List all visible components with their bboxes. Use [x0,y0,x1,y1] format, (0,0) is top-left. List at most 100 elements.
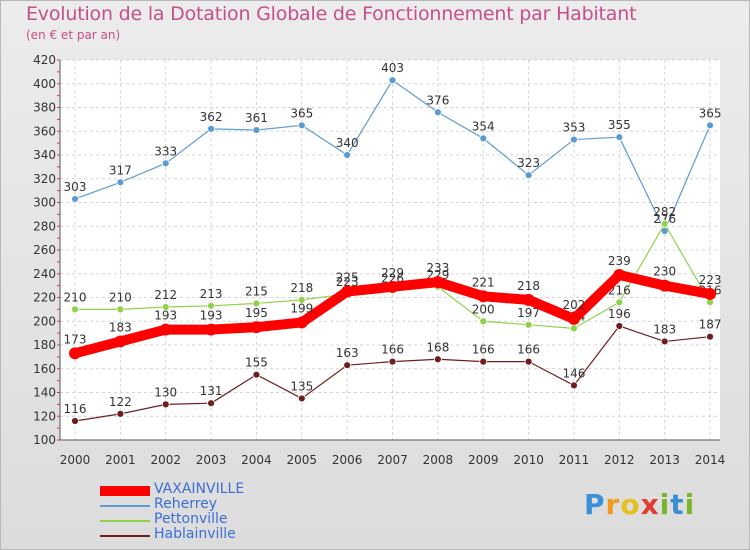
data-label: 361 [245,111,268,125]
data-label: 215 [245,284,268,298]
data-point [159,323,172,336]
logo-letter: x [640,488,660,521]
data-point [522,293,535,306]
logo-letter: i [659,488,671,521]
data-label: 376 [426,93,449,107]
data-point [660,337,669,346]
data-label: 163 [336,346,359,360]
data-label: 221 [472,275,495,289]
logo-letter: r [605,488,621,521]
data-label: 212 [154,288,177,302]
data-label: 168 [426,340,449,354]
y-tick-label: 420 [33,53,56,67]
data-label: 173 [64,332,87,346]
data-point [706,121,714,130]
x-tick-label: 2006 [332,453,363,467]
data-label: 282 [653,205,676,219]
data-point [297,121,306,130]
data-label: 355 [608,118,631,132]
legend-swatch [100,486,150,496]
data-label: 229 [381,266,404,280]
data-point [615,322,624,330]
data-label: 233 [426,261,449,275]
data-label: 197 [517,306,540,320]
legend-label: Pettonville [154,511,228,527]
data-label: 193 [200,309,223,323]
data-label: 225 [336,271,359,285]
data-label: 223 [699,273,722,287]
data-label: 195 [245,306,268,320]
data-label: 202 [563,298,586,312]
data-label: 333 [154,144,177,158]
x-tick-label: 2011 [559,453,590,467]
data-label: 155 [245,356,268,370]
data-point [524,171,533,180]
data-label: 166 [472,343,495,357]
x-tick-label: 2012 [604,453,635,467]
y-tick-label: 140 [33,386,56,400]
data-point [431,276,444,289]
data-point [207,124,215,133]
y-tick-label: 200 [33,314,56,328]
data-label: 199 [290,301,313,315]
x-tick-label: 2008 [423,453,454,467]
data-label: 200 [472,302,495,316]
y-tick-label: 160 [33,362,56,376]
data-point [479,357,488,366]
data-label: 365 [699,106,722,120]
data-label: 230 [653,265,676,279]
y-tick-label: 380 [33,101,56,115]
data-point [116,178,125,187]
chart-title: Evolution de la Dotation Globale de Fonc… [26,3,637,25]
x-tick-label: 2014 [695,453,726,467]
data-point [343,151,352,159]
data-point [433,355,442,364]
data-point [116,409,125,418]
data-point [615,298,624,307]
y-tick-label: 100 [33,433,56,447]
data-point [71,195,79,203]
data-label: 187 [699,318,722,332]
data-point [71,305,79,314]
data-point [388,76,397,85]
y-tick-label: 400 [33,77,56,91]
data-point [524,320,533,329]
data-label: 166 [381,343,404,357]
data-point [297,295,306,304]
x-tick-label: 2010 [513,453,544,467]
data-label: 317 [109,163,132,177]
logo-letter: t [670,488,685,521]
y-tick-label: 360 [33,124,56,138]
data-label: 193 [154,309,177,323]
data-label: 354 [472,119,495,133]
data-point [252,370,261,379]
y-tick-label: 220 [33,291,56,305]
x-tick-label: 2009 [468,453,499,467]
data-label: 122 [109,395,132,409]
x-tick-label: 2007 [377,453,408,467]
data-point [388,357,397,366]
y-tick-label: 240 [33,267,56,281]
y-tick-label: 180 [33,338,56,352]
data-point [524,357,533,366]
data-label: 116 [64,402,87,416]
data-point [205,323,218,336]
data-point [706,332,714,341]
x-tick-label: 2013 [649,453,680,467]
legend-label: Hablainville [154,526,236,542]
data-point [704,287,717,300]
data-label: 353 [563,121,586,135]
data-point [433,108,442,117]
data-label: 130 [154,385,177,399]
data-point [341,285,354,298]
data-point [613,268,626,281]
data-label: 276 [653,212,676,226]
data-point [161,400,170,409]
data-label: 135 [290,379,313,393]
x-tick-label: 2003 [196,453,227,467]
data-point [207,301,215,310]
data-point [386,280,399,293]
y-tick-label: 280 [33,219,56,233]
legend-label: VAXAINVILLE [154,481,245,497]
